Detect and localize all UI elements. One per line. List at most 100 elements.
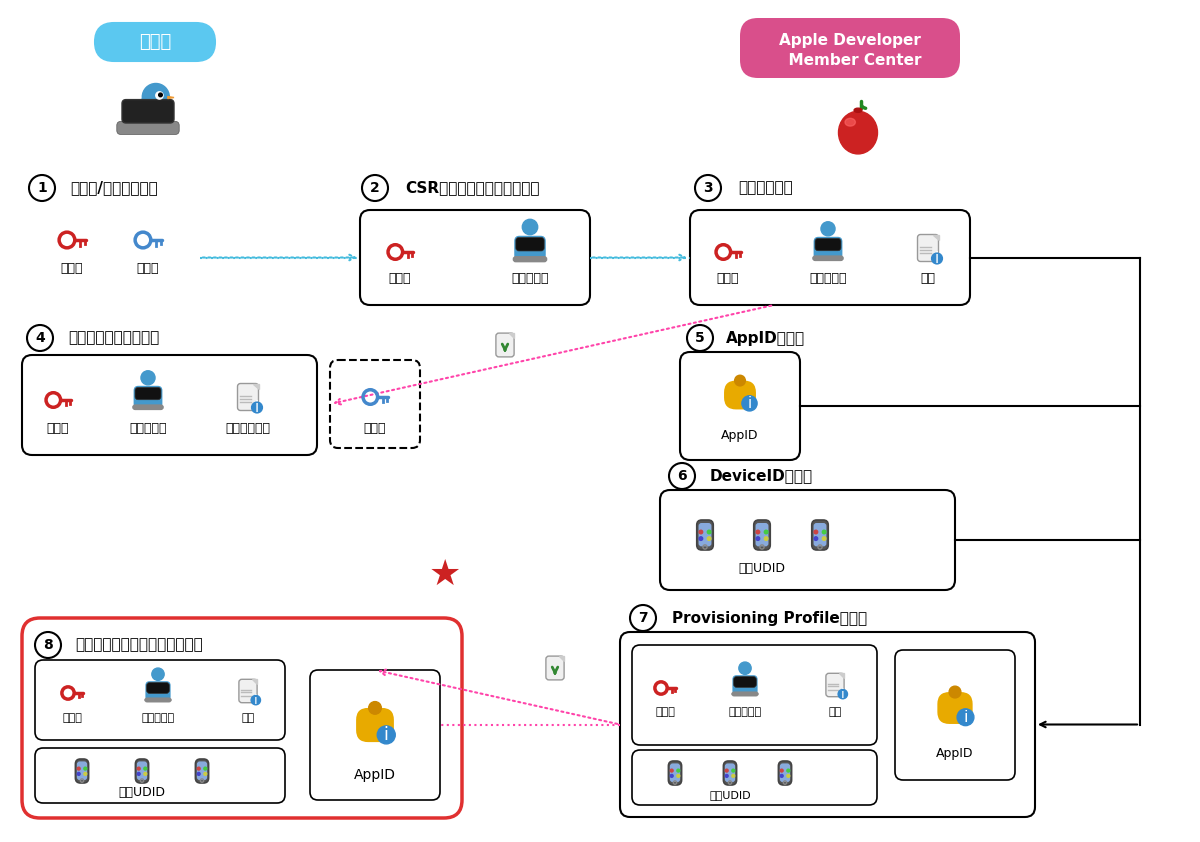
- Circle shape: [725, 769, 728, 772]
- Polygon shape: [934, 235, 938, 240]
- FancyBboxPatch shape: [780, 764, 790, 782]
- Text: 公開鍵: 公開鍵: [61, 262, 83, 274]
- Circle shape: [949, 686, 961, 698]
- Circle shape: [368, 701, 382, 714]
- Circle shape: [700, 537, 703, 541]
- Text: AppID: AppID: [721, 429, 758, 441]
- Text: 3: 3: [703, 181, 713, 195]
- FancyBboxPatch shape: [238, 383, 258, 411]
- FancyBboxPatch shape: [496, 333, 514, 357]
- FancyBboxPatch shape: [310, 670, 440, 800]
- FancyBboxPatch shape: [35, 748, 286, 803]
- FancyBboxPatch shape: [680, 352, 800, 460]
- FancyBboxPatch shape: [690, 210, 970, 305]
- FancyBboxPatch shape: [22, 355, 317, 455]
- Circle shape: [725, 775, 728, 777]
- Circle shape: [780, 775, 784, 777]
- Text: 2: 2: [370, 181, 380, 195]
- Circle shape: [739, 662, 751, 674]
- Circle shape: [143, 83, 169, 110]
- Text: ★: ★: [428, 558, 461, 592]
- Text: ビルド・アーカイブ設定・実行: ビルド・アーカイブ設定・実行: [74, 637, 203, 653]
- Circle shape: [197, 767, 200, 770]
- Text: 1: 1: [37, 181, 47, 195]
- FancyBboxPatch shape: [122, 99, 174, 123]
- FancyBboxPatch shape: [937, 692, 973, 724]
- FancyBboxPatch shape: [356, 708, 394, 742]
- Text: 開発者情報: 開発者情報: [728, 707, 762, 717]
- Text: CSR（証明書署名要求）作成: CSR（証明書署名要求）作成: [406, 180, 540, 195]
- Text: i: i: [964, 710, 967, 725]
- Text: 開発者情報: 開発者情報: [511, 271, 548, 285]
- Polygon shape: [509, 333, 514, 338]
- Text: 4: 4: [35, 331, 44, 345]
- Text: 端末UDID: 端末UDID: [119, 786, 166, 800]
- Text: 開発者情報: 開発者情報: [142, 713, 174, 723]
- Circle shape: [732, 769, 734, 772]
- FancyBboxPatch shape: [814, 237, 842, 259]
- FancyBboxPatch shape: [815, 238, 841, 251]
- FancyBboxPatch shape: [512, 256, 547, 263]
- Text: 開発者: 開発者: [139, 33, 172, 51]
- FancyBboxPatch shape: [811, 520, 828, 550]
- FancyBboxPatch shape: [812, 255, 844, 261]
- FancyArrowPatch shape: [862, 106, 865, 109]
- Text: i: i: [254, 400, 259, 415]
- Text: 公開鍵: 公開鍵: [716, 271, 739, 285]
- Text: 端末UDID: 端末UDID: [738, 562, 786, 574]
- Circle shape: [140, 370, 155, 385]
- Circle shape: [822, 530, 826, 534]
- Circle shape: [787, 775, 790, 777]
- Text: i: i: [254, 694, 258, 706]
- FancyBboxPatch shape: [137, 761, 148, 781]
- FancyBboxPatch shape: [76, 759, 89, 783]
- Circle shape: [677, 769, 679, 772]
- FancyBboxPatch shape: [146, 683, 169, 693]
- Text: デジタル署名: デジタル署名: [226, 422, 270, 434]
- Circle shape: [931, 253, 942, 264]
- Circle shape: [77, 767, 80, 770]
- Text: 8: 8: [43, 638, 53, 652]
- Text: 開発者情報: 開発者情報: [809, 271, 847, 285]
- Circle shape: [821, 221, 835, 236]
- Circle shape: [707, 530, 710, 534]
- Text: 公開鍵: 公開鍵: [62, 713, 82, 723]
- FancyBboxPatch shape: [725, 764, 736, 782]
- Text: Member Center: Member Center: [779, 52, 922, 67]
- Circle shape: [671, 769, 673, 772]
- Polygon shape: [253, 383, 258, 389]
- Circle shape: [197, 772, 200, 775]
- Circle shape: [204, 772, 206, 775]
- Text: 署名: 署名: [241, 713, 254, 723]
- FancyBboxPatch shape: [779, 761, 792, 785]
- Text: Provisioning Profileの登録: Provisioning Profileの登録: [672, 610, 868, 626]
- FancyBboxPatch shape: [197, 761, 208, 781]
- FancyBboxPatch shape: [754, 520, 770, 550]
- Text: 公開鍵: 公開鍵: [47, 422, 70, 434]
- FancyBboxPatch shape: [814, 523, 827, 546]
- Text: i: i: [384, 726, 389, 743]
- Text: 5: 5: [695, 331, 704, 345]
- Text: i: i: [935, 251, 940, 266]
- Circle shape: [137, 767, 140, 770]
- Text: AppIDの登録: AppIDの登録: [726, 331, 805, 345]
- Circle shape: [756, 530, 760, 534]
- Circle shape: [787, 769, 790, 772]
- Text: AppID: AppID: [936, 748, 973, 760]
- Polygon shape: [840, 674, 844, 678]
- FancyBboxPatch shape: [732, 675, 757, 695]
- Circle shape: [377, 726, 395, 743]
- FancyBboxPatch shape: [133, 386, 162, 408]
- FancyBboxPatch shape: [515, 236, 546, 260]
- FancyBboxPatch shape: [826, 674, 844, 696]
- FancyBboxPatch shape: [697, 520, 713, 550]
- Text: i: i: [841, 688, 845, 701]
- Circle shape: [814, 537, 817, 541]
- FancyBboxPatch shape: [95, 23, 215, 61]
- Text: 7: 7: [638, 611, 648, 625]
- Circle shape: [780, 769, 784, 772]
- Circle shape: [756, 537, 760, 541]
- Text: 公開鍵: 公開鍵: [655, 707, 674, 717]
- Text: 証明書の登録・紐付け: 証明書の登録・紐付け: [68, 331, 160, 345]
- Text: 端末UDID: 端末UDID: [709, 790, 751, 800]
